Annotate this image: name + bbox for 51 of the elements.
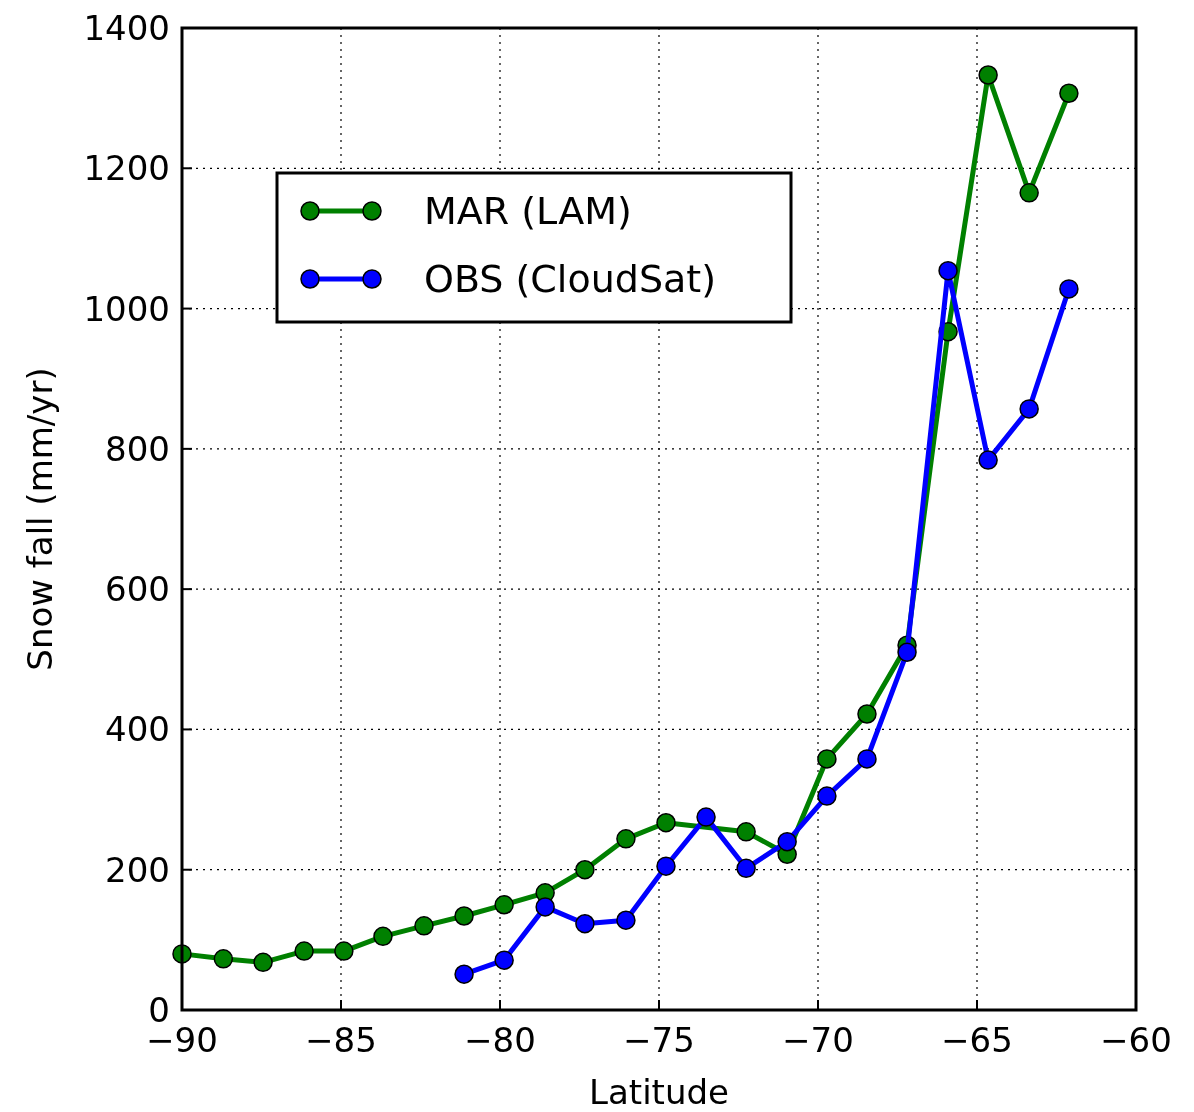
point (736, 858, 756, 879)
point (575, 913, 595, 934)
point (454, 906, 474, 926)
y-tick-label: 1400 (83, 8, 170, 48)
point (817, 786, 837, 806)
point (736, 822, 756, 842)
point (857, 749, 877, 769)
point (696, 807, 716, 827)
y-tick-label: 200 (105, 849, 170, 890)
point (253, 952, 273, 973)
point (616, 829, 636, 849)
point (494, 950, 514, 970)
y-tick-label: 1200 (83, 148, 170, 189)
legend-label: OBS (CloudSat) (424, 257, 717, 301)
point (535, 897, 555, 917)
point (817, 749, 837, 769)
point (978, 450, 998, 470)
point (777, 831, 797, 852)
y-tick-label: 400 (105, 709, 170, 750)
point (938, 260, 958, 281)
y-tick-label: 1000 (83, 288, 170, 329)
point (334, 941, 354, 961)
point (414, 916, 434, 936)
x-tick-label: −75 (623, 1020, 695, 1060)
point (897, 642, 917, 663)
point (656, 856, 676, 876)
point (373, 926, 393, 947)
point (1019, 399, 1039, 419)
point (575, 859, 595, 880)
point (1019, 183, 1039, 203)
point (1059, 83, 1079, 103)
x-tick-label: −70 (782, 1020, 854, 1060)
point (616, 910, 636, 930)
point (978, 65, 998, 85)
legend-label: MAR (LAM) (424, 189, 632, 233)
y-axis-title: Snow fall (mm/yr) (20, 367, 60, 671)
x-tick-label: −85 (305, 1020, 377, 1060)
x-tick-label: −60 (1100, 1020, 1172, 1060)
point (656, 812, 676, 833)
point (294, 941, 314, 961)
y-tick-label: 600 (105, 569, 170, 610)
point (454, 964, 474, 984)
point (213, 949, 234, 969)
x-tick-label: −80 (464, 1020, 536, 1060)
x-axis-title: Latitude (589, 1072, 729, 1112)
y-tick-label: 0 (148, 990, 170, 1030)
y-tick-label: 800 (105, 428, 170, 469)
x-tick-label: −65 (941, 1020, 1013, 1060)
point (494, 895, 514, 915)
point (1059, 279, 1079, 299)
point (857, 704, 877, 724)
